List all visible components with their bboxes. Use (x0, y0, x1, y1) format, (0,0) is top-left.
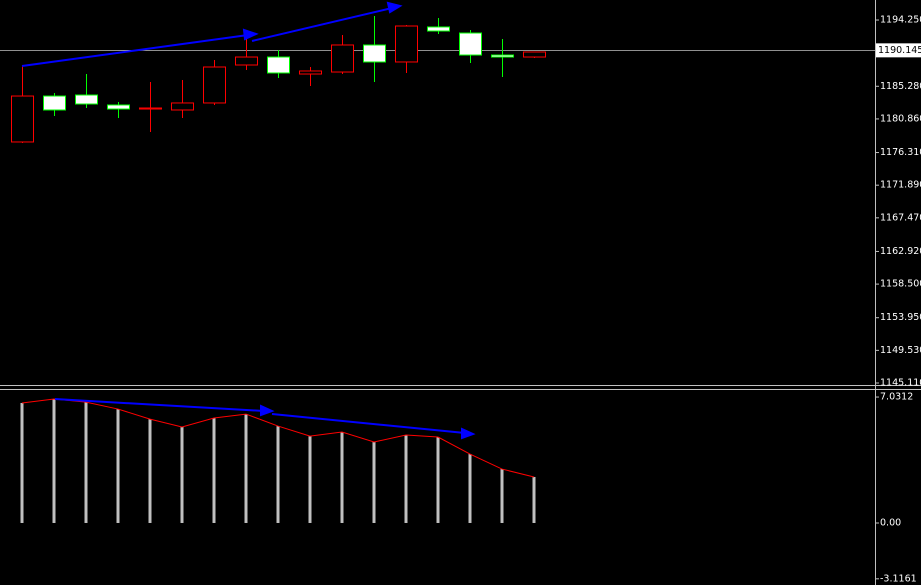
y-tick-label: 1158.500 (880, 279, 921, 290)
y-tick-label: 1194.250 (880, 15, 921, 26)
candle-body (395, 25, 418, 63)
histogram-bar (276, 426, 280, 523)
trend-arrow (21, 34, 249, 67)
candle-body (459, 32, 482, 56)
arrow-head (260, 404, 275, 417)
histogram-bar (116, 409, 120, 523)
histogram-bar (52, 399, 56, 523)
histogram-bar (180, 426, 184, 523)
y-tick-label: 1176.310 (880, 147, 921, 158)
trend-arrow (251, 7, 393, 42)
candle-body (363, 44, 386, 63)
arrow-head (386, 1, 403, 14)
histogram-bar (20, 402, 24, 523)
arrow-head (461, 427, 476, 440)
candle-body (235, 56, 258, 66)
candle-body (491, 54, 514, 58)
current-price-box (876, 43, 921, 58)
histogram-bar (212, 418, 216, 523)
candle-body (171, 102, 194, 111)
trend-arrow (271, 413, 466, 434)
current-price-label: 1190.145 (878, 45, 921, 56)
histogram-bar (372, 442, 376, 523)
arrow-head (242, 28, 259, 41)
y-tick-label: -3.1161 (880, 573, 917, 584)
histogram-bar (308, 436, 312, 523)
candle-body (331, 44, 354, 73)
y-tick-label: 1167.470 (880, 212, 921, 223)
candle-body (427, 26, 450, 32)
trend-arrow (54, 398, 265, 412)
histogram-bar (468, 454, 472, 523)
histogram-bar (340, 431, 344, 523)
y-tick-label: 1171.890 (880, 180, 921, 191)
trendlines (21, 1, 476, 440)
candle-body (139, 107, 162, 110)
histogram-bar (436, 437, 440, 523)
y-tick-label: 1162.920 (880, 246, 921, 257)
histogram-bar (532, 476, 536, 523)
y-tick-label: 0.00 (880, 517, 901, 528)
candle-body (11, 95, 34, 143)
candle-body (203, 66, 226, 104)
histogram-bar (404, 435, 408, 523)
histogram-bar (244, 414, 248, 523)
histogram-bar (148, 419, 152, 523)
y-tick-label: 1180.860 (880, 113, 921, 124)
y-tick-label: 1185.280 (880, 81, 921, 92)
signal-line (21, 398, 535, 478)
histogram-bar (84, 402, 88, 523)
candle-body (523, 51, 546, 58)
y-tick-label: 1145.110 (880, 378, 921, 389)
candle-body (299, 70, 322, 75)
y-tick-label: 7.0312 (880, 392, 913, 403)
marks: 1194.250 1185.280 1180.860 1176.310 1171.890… (0, 15, 921, 584)
histogram-bar (500, 469, 504, 523)
candle-body (267, 56, 290, 74)
y-tick-label: 1149.530 (880, 345, 921, 356)
candle-body (75, 94, 98, 105)
candle-body (43, 95, 66, 111)
y-tick-label: 1153.950 (880, 312, 921, 323)
candle-body (107, 104, 130, 110)
